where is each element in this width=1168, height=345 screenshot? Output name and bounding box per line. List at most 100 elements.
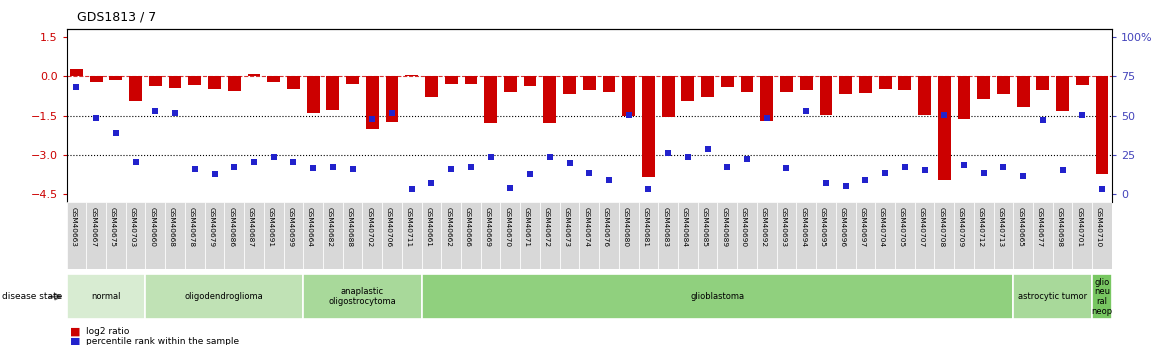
Bar: [855, 202, 875, 269]
Bar: [579, 202, 599, 269]
Bar: [816, 202, 836, 269]
Bar: [284, 202, 304, 269]
Bar: [106, 202, 126, 269]
Point: [718, 165, 737, 170]
Point: [1093, 187, 1112, 192]
Text: GSM40703: GSM40703: [130, 207, 135, 247]
Bar: [165, 202, 185, 269]
Text: GSM40707: GSM40707: [918, 207, 925, 247]
Bar: [697, 202, 717, 269]
Bar: [938, 76, 951, 180]
Point: [659, 150, 677, 156]
Point: [86, 115, 105, 120]
Point: [1073, 112, 1092, 118]
Bar: [619, 202, 639, 269]
Text: GSM40665: GSM40665: [1017, 207, 1023, 247]
Bar: [780, 76, 793, 91]
Bar: [304, 274, 422, 319]
Text: GSM40668: GSM40668: [169, 207, 175, 247]
Bar: [800, 76, 813, 90]
Bar: [208, 76, 221, 89]
Text: log2 ratio: log2 ratio: [86, 327, 130, 336]
Bar: [402, 202, 422, 269]
Bar: [307, 76, 320, 113]
Bar: [126, 202, 146, 269]
Bar: [1033, 202, 1052, 269]
Bar: [958, 76, 971, 119]
Bar: [385, 76, 398, 122]
Point: [896, 165, 915, 170]
Point: [206, 171, 224, 177]
Bar: [777, 202, 797, 269]
Point: [777, 166, 795, 171]
Point: [284, 159, 303, 165]
Text: GSM40710: GSM40710: [1096, 207, 1103, 247]
Point: [67, 85, 85, 90]
Text: GSM40704: GSM40704: [880, 207, 885, 247]
Text: glioblastoma: glioblastoma: [690, 292, 744, 301]
Bar: [994, 202, 1014, 269]
Text: GSM40699: GSM40699: [287, 207, 293, 247]
Bar: [188, 76, 201, 85]
Bar: [287, 76, 300, 89]
Bar: [1052, 202, 1072, 269]
Bar: [346, 76, 359, 84]
Text: GSM40663: GSM40663: [70, 207, 76, 247]
Point: [225, 164, 244, 169]
Text: disease state: disease state: [2, 292, 63, 301]
Text: GSM40685: GSM40685: [702, 207, 708, 247]
Point: [934, 112, 953, 118]
Point: [836, 183, 855, 188]
Text: GSM40706: GSM40706: [385, 207, 392, 247]
Text: GSM40698: GSM40698: [1057, 207, 1063, 247]
Bar: [224, 202, 244, 269]
Point: [1034, 118, 1052, 123]
Point: [186, 166, 204, 172]
Text: GSM40680: GSM40680: [623, 207, 628, 247]
Bar: [1017, 76, 1029, 107]
Text: GSM40709: GSM40709: [958, 207, 964, 247]
Bar: [503, 76, 516, 91]
Bar: [86, 202, 106, 269]
Text: GSM40713: GSM40713: [997, 207, 1003, 247]
Bar: [583, 76, 596, 90]
Bar: [324, 202, 342, 269]
Text: GSM40679: GSM40679: [209, 207, 215, 247]
Bar: [659, 202, 677, 269]
Bar: [840, 76, 853, 94]
Bar: [422, 274, 1014, 319]
Point: [146, 108, 165, 114]
Point: [403, 187, 422, 192]
Point: [797, 108, 815, 114]
Bar: [422, 202, 442, 269]
Point: [106, 131, 125, 136]
Bar: [185, 202, 204, 269]
Point: [974, 170, 993, 175]
Text: astrocytic tumor: astrocytic tumor: [1018, 292, 1087, 301]
Point: [166, 111, 185, 116]
Text: GSM40674: GSM40674: [583, 207, 590, 247]
Point: [324, 165, 342, 170]
Bar: [481, 202, 501, 269]
Point: [599, 178, 618, 183]
Text: percentile rank within the sample: percentile rank within the sample: [86, 337, 239, 345]
Bar: [264, 202, 284, 269]
Bar: [425, 76, 438, 97]
Point: [363, 116, 382, 121]
Text: GSM40662: GSM40662: [445, 207, 451, 247]
Point: [126, 159, 145, 165]
Point: [422, 180, 440, 186]
Text: GSM40705: GSM40705: [899, 207, 905, 247]
Bar: [757, 202, 777, 269]
Bar: [934, 202, 954, 269]
Bar: [248, 74, 260, 76]
Text: GSM40692: GSM40692: [760, 207, 766, 247]
Point: [954, 162, 973, 167]
Bar: [204, 202, 224, 269]
Bar: [836, 202, 855, 269]
Text: GSM40661: GSM40661: [425, 207, 431, 247]
Text: GSM40702: GSM40702: [367, 207, 373, 247]
Bar: [382, 202, 402, 269]
Bar: [228, 76, 241, 91]
Bar: [168, 76, 181, 88]
